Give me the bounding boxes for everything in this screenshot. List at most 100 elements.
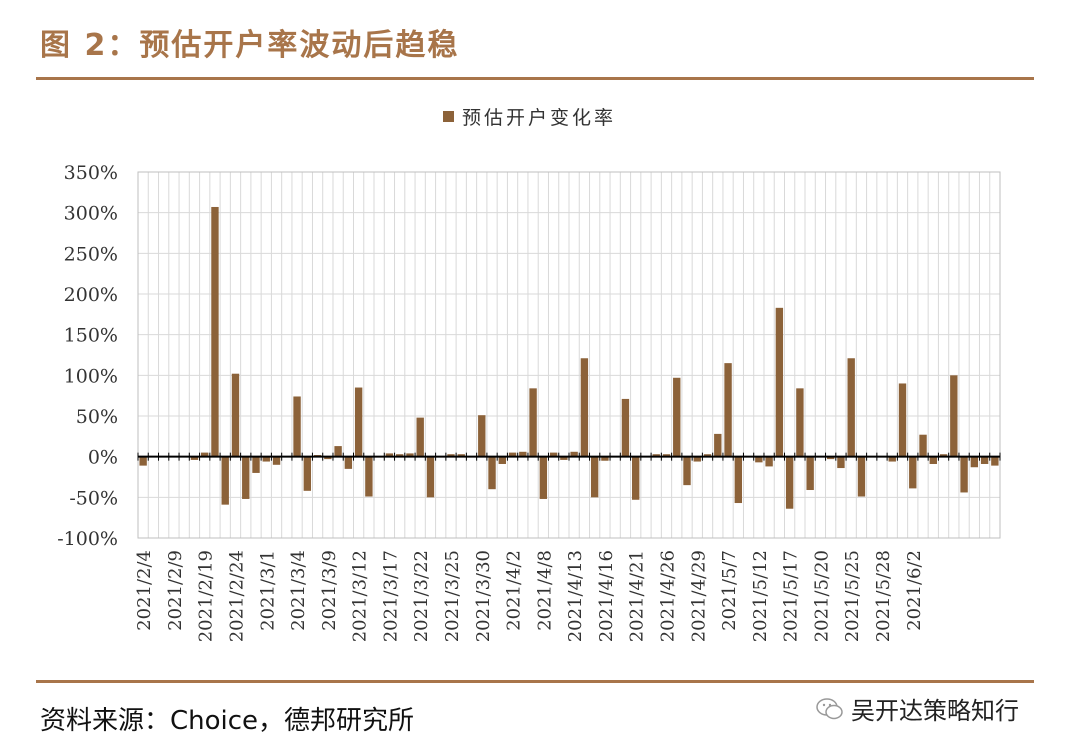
bar [898,383,907,457]
bar [539,456,548,499]
bar [457,454,465,457]
bar-chart: 预估开户变化率 -100% -50% 0% 50% 100% 150% 200% 250% 30… [57,107,1001,642]
bar [190,456,199,460]
bar [837,456,845,469]
x-tick-label: 2021/2/24 [226,550,247,642]
x-tick-label: 2021/5/7 [719,550,740,631]
x-tick-label: 2021/4/29 [688,550,709,642]
bar [806,456,814,491]
legend: 预估开户变化率 [443,107,616,129]
x-tick-label: 2021/2/19 [196,550,217,642]
x-tick-label: 2021/3/25 [442,550,463,642]
bar [293,396,301,457]
bar [734,456,743,504]
bar [909,456,917,489]
y-tick-label: 350% [64,162,118,184]
legend-swatch [443,111,454,122]
x-tick-label: 2021/4/26 [657,550,678,642]
bar [395,454,404,457]
bar [488,456,496,490]
bar [929,456,937,464]
bar [765,456,773,467]
bar [939,454,948,457]
bar [621,398,630,457]
bar [683,456,691,486]
bar [498,456,506,464]
x-tick-label: 2021/3/30 [473,550,494,642]
bar [960,456,968,493]
x-tick-label: 2021/3/1 [257,550,278,631]
bar [857,456,866,497]
x-tick-label: 2021/5/20 [811,550,832,642]
bar [334,446,342,457]
bar [570,451,578,457]
watermark-text: 吴开达策略知行 [851,697,1019,725]
x-tick-label: 2021/4/8 [534,550,555,631]
y-tick-label: -100% [57,528,118,550]
bar [272,456,281,465]
bar [724,363,732,457]
y-tick-label: 50% [76,406,118,428]
x-tick-label: 2021/2/9 [165,550,186,631]
bar [478,415,486,457]
bar [991,456,999,466]
watermark: 吴开达策略知行 [815,691,1019,726]
bar [785,456,794,509]
y-tick-label: 150% [64,325,118,347]
bar [714,433,722,457]
bar [529,388,537,457]
x-tick-label: 2021/3/4 [288,550,309,631]
x-tick-label: 2021/3/12 [350,550,371,642]
x-tick-label: 2021/5/17 [781,550,802,642]
bar [847,358,855,457]
x-tick-label: 2021/4/2 [504,550,525,631]
bar [703,454,712,457]
bar [673,377,681,457]
x-tick-label: 2021/3/9 [319,550,340,631]
legend-label: 预估开户变化率 [462,107,616,129]
bar [519,451,527,457]
bar [262,456,270,462]
bar [344,456,353,469]
bar [324,456,332,460]
bar [590,456,599,498]
bar [755,456,763,463]
x-tick-label: 2021/5/28 [873,550,894,642]
bar [652,454,660,457]
title-rule [36,77,1034,80]
bar [221,456,229,505]
x-tick-label: 2021/4/13 [565,550,586,642]
bar [211,206,219,457]
source-note: 资料来源：Choice，德邦研究所 [40,706,415,736]
x-tick-label: 2021/5/25 [842,550,863,642]
bar [139,456,147,466]
x-tick-label: 2021/5/12 [750,550,771,642]
bar [354,387,363,457]
y-tick-label: 200% [64,284,118,306]
wechat-icon [816,697,843,719]
bar [775,307,784,457]
bar [406,453,414,457]
y-tick-label: 250% [64,243,118,265]
bar [365,456,373,497]
x-tick-label: 2021/4/21 [627,550,648,642]
bar [580,358,589,457]
x-tick-label: 2021/3/17 [380,550,401,642]
bar [826,456,835,460]
bar [508,452,517,457]
bar [601,456,609,461]
bar [252,456,260,473]
x-tick-label: 2021/3/22 [411,550,432,642]
bar [201,452,209,457]
bar [970,456,979,468]
bar [950,375,958,457]
bar [447,454,455,457]
x-tick-label: 2021/6/2 [904,550,925,631]
y-tick-label: 0% [88,447,118,469]
y-tick-label: 100% [64,365,118,387]
bar [416,417,424,457]
bar [385,453,394,457]
bar [426,456,435,498]
bar [549,452,558,457]
bar [662,454,671,457]
